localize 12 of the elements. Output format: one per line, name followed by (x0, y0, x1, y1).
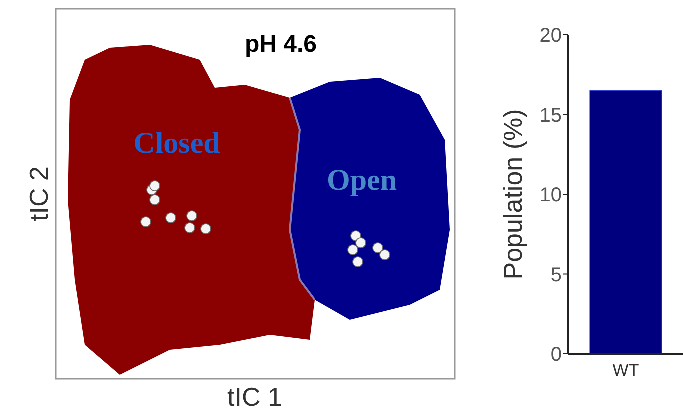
y-axis-title: Population (%) (498, 109, 528, 280)
y-tick-label: 0 (550, 344, 562, 366)
y-tick-label: 10 (540, 184, 562, 206)
y-tick-label: 5 (550, 264, 562, 286)
y-tick-label: 20 (540, 25, 562, 47)
text: tIC 2 (24, 166, 54, 222)
text: Closed (134, 127, 221, 160)
y-tick-label: 15 (540, 104, 562, 127)
x-tick-label: WT (612, 361, 640, 380)
text: pH 4.6 (244, 31, 318, 58)
text: tIC 1 (228, 382, 282, 412)
text: Open (326, 164, 398, 197)
